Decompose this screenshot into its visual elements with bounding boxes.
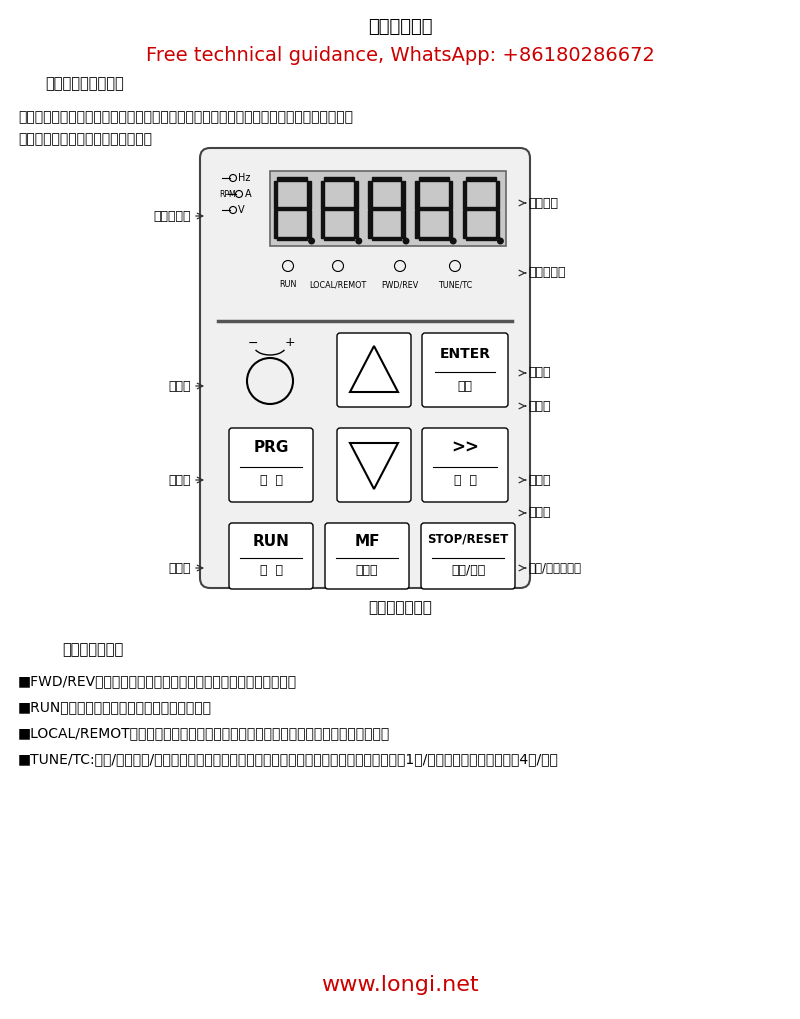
Text: A: A [245,189,252,199]
Bar [368,210,372,238]
Text: 编  程: 编 程 [259,475,282,487]
Text: 移  位: 移 位 [454,475,477,487]
Circle shape [309,238,314,244]
Bar [274,210,278,238]
Text: ■RUN：运行指示灯，灯灭：停机；灯亮：运行: ■RUN：运行指示灯，灯灭：停机；灯亮：运行 [18,700,212,714]
Circle shape [450,238,456,244]
Text: 操作面板示意图: 操作面板示意图 [368,600,432,615]
Bar [307,180,310,209]
Text: 确认: 确认 [458,379,473,392]
Text: RPM: RPM [219,190,236,199]
FancyBboxPatch shape [325,523,409,589]
Bar [368,180,372,209]
Bar [402,180,405,209]
Text: PRG: PRG [254,440,289,455]
Bar [354,210,358,238]
Text: +: + [285,336,296,350]
Text: FWD/REV: FWD/REV [382,280,418,289]
Text: RUN: RUN [279,280,297,289]
Text: Free technical guidance, WhatsApp: +86180286672: Free technical guidance, WhatsApp: +8618… [146,46,654,65]
Text: 操作面板，可对变频器进行功能参数修改、变频器工作状态监控和变频器运行控制（起动、: 操作面板，可对变频器进行功能参数修改、变频器工作状态监控和变频器运行控制（起动、 [18,110,353,124]
Text: 运行键: 运行键 [169,561,191,575]
Text: MF: MF [354,534,380,548]
Text: ■FWD/REV：正反转指示灯，灯灭：正转运行；灯亮：反转运行；: ■FWD/REV：正反转指示灯，灯灭：正转运行；灯亮：反转运行； [18,674,297,688]
Text: −: − [248,336,258,350]
FancyBboxPatch shape [421,523,515,589]
Text: 数码显示: 数码显示 [528,197,558,210]
Text: 运  行: 运 行 [259,565,282,578]
Bar [462,210,466,238]
Circle shape [403,238,409,244]
Text: 确认键: 确认键 [528,367,550,379]
Bar [496,210,499,238]
Bar [415,180,419,209]
Bar [449,210,452,238]
FancyBboxPatch shape [229,428,313,502]
Bar [419,177,449,180]
Bar [321,180,325,209]
Text: Hz: Hz [238,173,250,183]
Circle shape [498,238,503,244]
Bar [415,210,419,238]
Bar [307,210,310,238]
Bar [419,207,449,210]
Bar [278,177,307,180]
Bar [372,207,402,210]
Text: www.longi.net: www.longi.net [321,975,479,995]
Circle shape [356,238,362,244]
Bar [354,180,358,209]
Text: 键盘操作说明: 键盘操作说明 [368,18,432,36]
Text: ■LOCAL/REMOT：命令源指示灯，灯灭：面板控制；灯亮：端子控制；闪烁：通讯控制: ■LOCAL/REMOT：命令源指示灯，灯灭：面板控制；灯亮：端子控制；闪烁：通… [18,726,390,740]
Bar [325,177,354,180]
Text: LOCAL/REMOT: LOCAL/REMOT [310,280,366,289]
Bar [462,180,466,209]
FancyBboxPatch shape [422,428,508,502]
Bar [466,236,496,240]
Text: 编程键: 编程键 [169,474,191,486]
Bar [274,180,278,209]
Text: 功能指示灯说明: 功能指示灯说明 [62,642,123,657]
Bar [278,236,307,240]
Text: 功能指示灯: 功能指示灯 [528,267,566,279]
Text: 电位器: 电位器 [169,379,191,392]
Bar [321,210,325,238]
Bar [278,207,307,210]
Bar [419,236,449,240]
Text: ENTER: ENTER [439,347,490,361]
Bar [270,171,506,246]
Text: RUN: RUN [253,534,290,548]
Bar [372,177,402,180]
FancyBboxPatch shape [200,148,530,588]
Text: >>: >> [451,439,479,457]
Bar [466,177,496,180]
Bar [449,180,452,209]
Text: 停止/故障复位键: 停止/故障复位键 [528,561,581,575]
Bar [466,207,496,210]
Text: 递减键: 递减键 [528,506,550,520]
Text: STOP/RESET: STOP/RESET [427,533,509,545]
Bar [325,207,354,210]
Bar [372,236,402,240]
Text: 多功能: 多功能 [356,565,378,578]
Text: V: V [238,205,245,215]
Text: 递增键: 递增键 [528,399,550,413]
FancyBboxPatch shape [337,428,411,502]
FancyBboxPatch shape [422,333,508,407]
Text: 操作与显示界面介绍: 操作与显示界面介绍 [45,76,124,91]
FancyBboxPatch shape [337,333,411,407]
FancyBboxPatch shape [229,523,313,589]
Bar [402,210,405,238]
Text: 单位指示灯: 单位指示灯 [154,210,191,222]
Bar [496,180,499,209]
Text: 停止）等操作，其功能如下图所示：: 停止）等操作，其功能如下图所示： [18,132,152,146]
Text: TUNE/TC: TUNE/TC [438,280,472,289]
Bar [325,236,354,240]
Text: ■TUNE/TC:调谐/转矩控制/故障指示灯，灯灭：正常运行；灯亮：转矩控制；慢闪：调谐状态（1次/秒）；快闪：故障状态（4次/秒）: ■TUNE/TC:调谐/转矩控制/故障指示灯，灯灭：正常运行；灯亮：转矩控制；慢… [18,752,559,766]
Text: 停止/复位: 停止/复位 [451,565,485,578]
Text: 移位键: 移位键 [528,474,550,486]
